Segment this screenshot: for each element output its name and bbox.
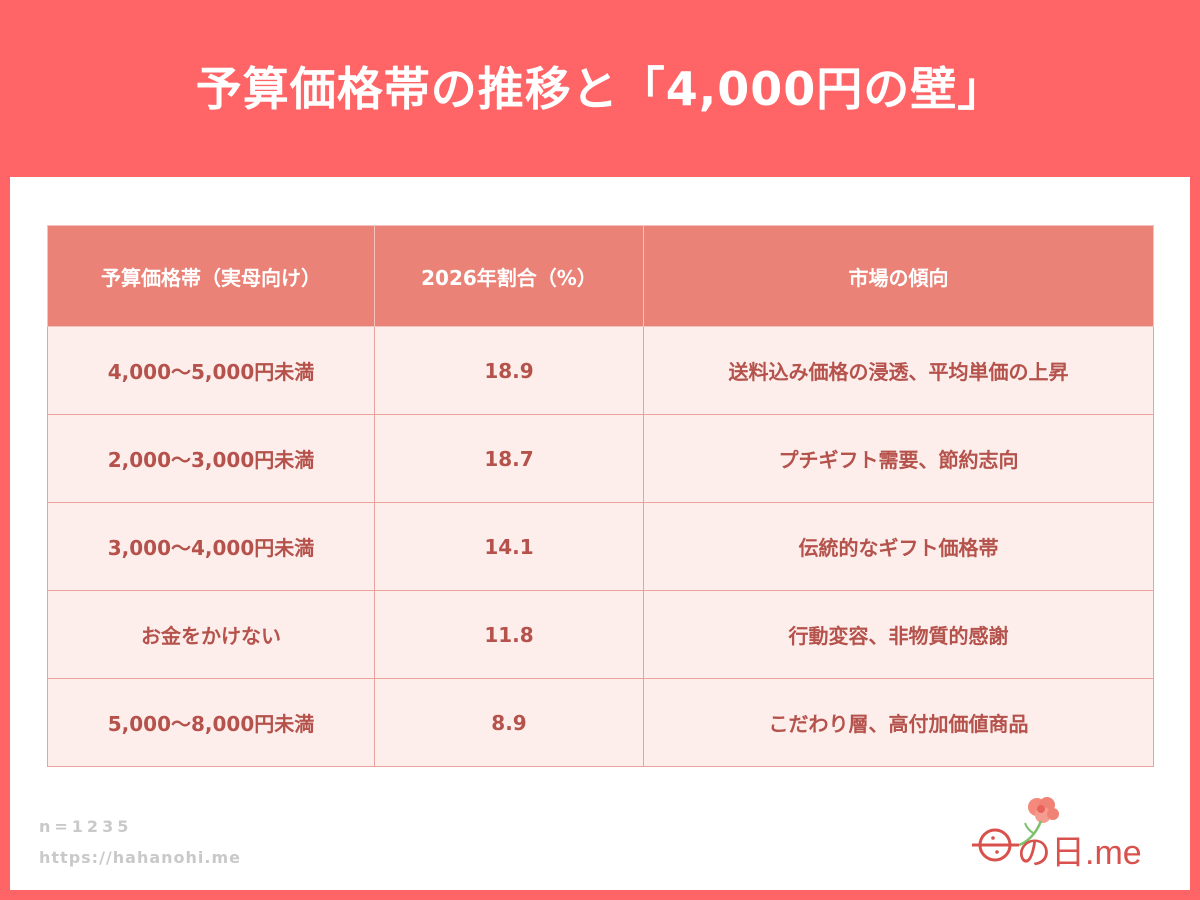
cell-share: 14.1 xyxy=(374,502,644,591)
header-budget-range: 予算価格帯（実母向け） xyxy=(47,225,375,327)
table-header-row: 予算価格帯（実母向け） 2026年割合（%） 市場の傾向 xyxy=(47,225,1154,327)
cell-budget-range: 2,000〜3,000円未満 xyxy=(47,414,375,503)
cell-trend: 送料込み価格の浸透、平均単価の上昇 xyxy=(643,326,1154,415)
logo-text: の日.me xyxy=(1017,834,1142,872)
cell-trend: 伝統的なギフト価格帯 xyxy=(643,502,1154,591)
page-title: 予算価格帯の推移と「4,000円の壁」 xyxy=(195,61,1005,116)
table-row: 2,000〜3,000円未満 18.7 プチギフト需要、節約志向 xyxy=(47,414,1154,503)
cell-share: 11.8 xyxy=(374,590,644,679)
table-row: 5,000〜8,000円未満 8.9 こだわり層、高付加価値商品 xyxy=(47,678,1154,767)
header-market-trend: 市場の傾向 xyxy=(643,225,1154,327)
site-logo: の日.me xyxy=(967,795,1167,875)
cell-share: 18.9 xyxy=(374,326,644,415)
cell-trend: プチギフト需要、節約志向 xyxy=(643,414,1154,503)
sample-size-note: n=1235 xyxy=(39,817,133,836)
cell-budget-range: 5,000〜8,000円未満 xyxy=(47,678,375,767)
cell-budget-range: 3,000〜4,000円未満 xyxy=(47,502,375,591)
source-url: https://hahanohi.me xyxy=(39,848,241,867)
cell-share: 8.9 xyxy=(374,678,644,767)
content-card: 予算価格帯（実母向け） 2026年割合（%） 市場の傾向 4,000〜5,000… xyxy=(10,177,1190,890)
cell-budget-range: お金をかけない xyxy=(47,590,375,679)
cell-trend: 行動変容、非物質的感謝 xyxy=(643,590,1154,679)
table-row: 4,000〜5,000円未満 18.9 送料込み価格の浸透、平均単価の上昇 xyxy=(47,326,1154,415)
carnation-mother-logo-icon xyxy=(972,797,1059,862)
header-share-2026: 2026年割合（%） xyxy=(374,225,644,327)
title-bar: 予算価格帯の推移と「4,000円の壁」 xyxy=(0,0,1200,177)
cell-trend: こだわり層、高付加価値商品 xyxy=(643,678,1154,767)
table-row: お金をかけない 11.8 行動変容、非物質的感謝 xyxy=(47,590,1154,679)
cell-budget-range: 4,000〜5,000円未満 xyxy=(47,326,375,415)
budget-table: 予算価格帯（実母向け） 2026年割合（%） 市場の傾向 4,000〜5,000… xyxy=(47,225,1154,767)
table-row: 3,000〜4,000円未満 14.1 伝統的なギフト価格帯 xyxy=(47,502,1154,591)
cell-share: 18.7 xyxy=(374,414,644,503)
